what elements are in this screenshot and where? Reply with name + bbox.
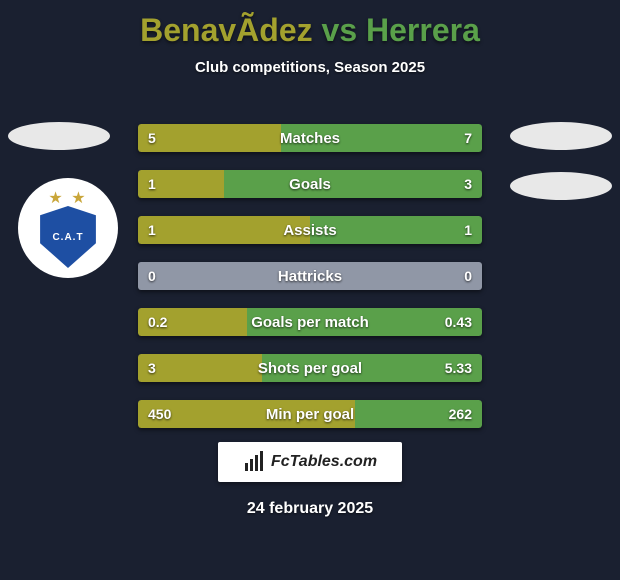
subtitle: Club competitions, Season 2025 [0, 59, 620, 76]
page-title: BenavÃ­dez vs Herrera [0, 0, 620, 49]
stat-bar-left-value: 0 [148, 262, 156, 290]
stat-bar-right-segment [310, 216, 482, 244]
stat-bar-right-value: 0 [464, 262, 472, 290]
stat-bar-left-value: 450 [148, 400, 171, 428]
brand-icon [243, 451, 265, 473]
stat-bar-right-segment [224, 170, 482, 198]
stat-bar-right-value: 7 [464, 124, 472, 152]
player-right-photo-placeholder-2 [510, 172, 612, 200]
brand-text: FcTables.com [271, 453, 377, 471]
title-right-player: Herrera [366, 12, 480, 48]
stat-bar-row: 35.33Shots per goal [138, 354, 482, 382]
stat-bar-left-value: 0.2 [148, 308, 167, 336]
stat-bar-left-value: 3 [148, 354, 156, 382]
stat-bar-label: Hattricks [138, 262, 482, 290]
stat-bar-left-segment [138, 216, 310, 244]
title-left-player: BenavÃ­dez [140, 12, 313, 48]
stat-bar-right-value: 3 [464, 170, 472, 198]
player-left-photo-placeholder [8, 122, 110, 150]
player-right-photo-placeholder-1 [510, 122, 612, 150]
club-badge: ★ ★ C.A.T [18, 178, 118, 278]
stat-bar-right-value: 262 [449, 400, 472, 428]
brand-logo: FcTables.com [218, 442, 402, 482]
stat-bars: 57Matches13Goals11Assists00Hattricks0.20… [138, 124, 482, 446]
stat-bar-left-value: 1 [148, 216, 156, 244]
club-badge-stars: ★ ★ [48, 188, 87, 208]
stat-bar-row: 13Goals [138, 170, 482, 198]
stat-bar-left-value: 5 [148, 124, 156, 152]
stat-bar-row: 57Matches [138, 124, 482, 152]
stat-bar-row: 450262Min per goal [138, 400, 482, 428]
stat-bar-row: 0 0Hattricks [138, 262, 482, 290]
stat-bar-right-value: 5.33 [445, 354, 472, 382]
club-badge-shield: C.A.T [37, 206, 99, 268]
stat-bar-left-segment [138, 354, 262, 382]
stat-bar-right-value: 0.43 [445, 308, 472, 336]
title-vs: vs [313, 12, 366, 48]
stat-bar-left-value: 1 [148, 170, 156, 198]
stat-bar-right-value: 1 [464, 216, 472, 244]
stat-bar-row: 11Assists [138, 216, 482, 244]
stat-bar-row: 0.20.43Goals per match [138, 308, 482, 336]
footer-date: 24 february 2025 [0, 500, 620, 518]
club-badge-text: C.A.T [52, 232, 83, 243]
stat-bar-left-segment [138, 124, 281, 152]
stat-bar-right-segment [281, 124, 482, 152]
